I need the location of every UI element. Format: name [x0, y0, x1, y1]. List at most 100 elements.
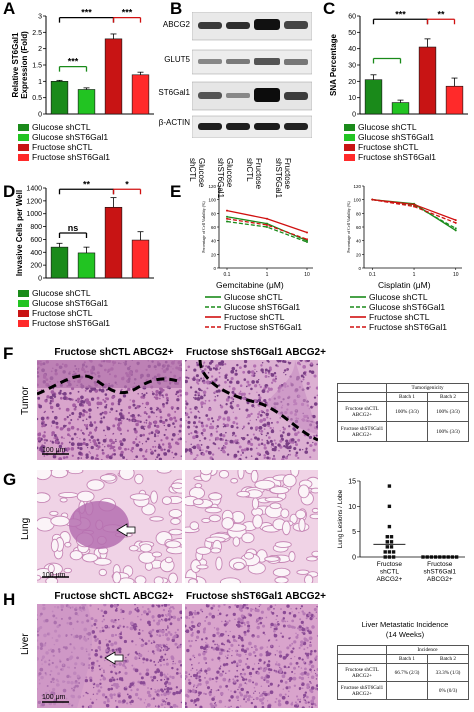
significance-label: *** — [81, 8, 92, 18]
tissue-nucleus — [51, 431, 55, 435]
tissue-nucleus — [255, 380, 259, 384]
tissue-nucleus — [310, 664, 315, 669]
tissue-nucleus — [217, 604, 221, 608]
tissue-nucleus — [226, 656, 229, 660]
tissue-nucleus — [161, 689, 164, 693]
tissue-nucleus — [53, 415, 58, 420]
tissue-nucleus — [196, 408, 198, 410]
tissue-nucleus — [63, 437, 65, 439]
tissue-nucleus — [49, 405, 52, 407]
tissue-nucleus — [232, 431, 236, 435]
tissue-nucleus — [275, 618, 277, 621]
tissue-nucleus — [111, 633, 115, 638]
tissue-nucleus — [82, 441, 86, 445]
tissue-nucleus — [309, 641, 312, 644]
tissue-nucleus — [80, 429, 83, 432]
tissue-nucleus — [244, 663, 248, 666]
tissue-nucleus — [153, 411, 155, 414]
tissue-nucleus — [202, 365, 205, 367]
tissue-nucleus — [188, 448, 192, 452]
tissue-nucleus — [253, 364, 257, 368]
tissue-nucleus — [162, 405, 165, 408]
tissue-alveolus — [69, 550, 83, 561]
tissue-nucleus — [122, 394, 127, 398]
tissue-nucleus — [132, 399, 136, 403]
tissue-alveolus — [288, 551, 296, 562]
tissue-nucleus — [153, 424, 157, 427]
significance-label: ns — [68, 223, 79, 233]
tissue-nucleus — [198, 682, 202, 686]
tissue-nucleus — [133, 623, 137, 627]
tissue-nucleus — [230, 643, 234, 647]
tissue-nucleus — [241, 644, 245, 648]
tissue-nucleus — [153, 434, 157, 438]
tissue-nucleus — [141, 629, 144, 632]
tissue-nucleus — [285, 686, 289, 690]
tissue-nucleus — [310, 690, 314, 694]
tissue-nucleus — [301, 626, 304, 629]
tissue-nucleus — [236, 675, 239, 678]
tissue-nucleus — [62, 396, 67, 400]
tissue-nucleus — [238, 392, 242, 395]
tissue-nucleus — [139, 618, 142, 621]
tissue-alveolus — [306, 556, 318, 562]
tissue-nucleus — [295, 632, 297, 634]
tissue-nucleus — [306, 656, 310, 659]
tissue-nucleus — [82, 695, 85, 697]
tissue-nucleus — [185, 448, 189, 452]
tissue-nucleus — [250, 387, 253, 391]
tissue-nucleus — [236, 665, 239, 668]
x-tick-label: 0.1 — [369, 272, 376, 278]
tissue-nucleus — [230, 396, 234, 400]
tissue-nucleus — [109, 438, 113, 443]
tissue-nucleus — [211, 697, 215, 701]
tissue-nucleus — [243, 672, 247, 676]
tissue-nucleus — [200, 638, 204, 641]
tissue-nucleus — [302, 624, 304, 626]
tissue-nucleus — [77, 458, 79, 460]
tissue-nucleus — [258, 616, 261, 620]
tissue-alveolus — [254, 479, 276, 490]
data-point — [371, 198, 374, 201]
panel-label-b: B — [170, 0, 183, 18]
panel-label-c: C — [323, 0, 336, 18]
tissue-nucleus — [113, 641, 118, 645]
tissue-nucleus — [258, 430, 261, 432]
tissue-nucleus — [308, 435, 313, 439]
data-point — [266, 222, 268, 225]
tissue-nucleus — [110, 454, 113, 457]
tissue-nucleus — [43, 455, 46, 457]
tissue-nucleus — [89, 452, 91, 454]
tissue-nucleus — [139, 637, 141, 640]
tissue-nucleus — [120, 450, 124, 455]
tissue-nucleus — [114, 608, 118, 612]
tissue-nucleus — [163, 452, 168, 456]
tissue-nucleus — [265, 412, 269, 417]
tissue-nucleus — [196, 454, 199, 457]
tissue-nucleus — [82, 409, 86, 413]
histology-liver-shctl — [37, 604, 182, 708]
tissue-nucleus — [269, 626, 272, 629]
tissue-nucleus — [220, 449, 222, 452]
tissue-nucleus — [306, 381, 310, 386]
tissue-nucleus — [185, 376, 188, 379]
tissue-nucleus — [145, 440, 148, 443]
tissue-nucleus — [282, 360, 285, 363]
tissue-nucleus — [222, 434, 226, 438]
tissue-nucleus — [103, 400, 107, 403]
tissue-nucleus — [266, 439, 269, 442]
tissue-nucleus — [212, 640, 215, 643]
y-tick-label: 100 — [353, 198, 361, 203]
tissue-nucleus — [316, 667, 318, 671]
tissue-nucleus — [164, 632, 169, 637]
y-tick-label: 1.5 — [32, 63, 42, 70]
tissue-nucleus — [164, 614, 167, 616]
tissue-nucleus — [46, 395, 50, 399]
x-category-label-line: ABCG2+ — [376, 576, 402, 583]
tissue-nucleus — [200, 668, 203, 670]
tissue-nucleus — [257, 398, 262, 402]
tissue-nucleus — [145, 412, 148, 415]
tissue-nucleus — [185, 671, 188, 675]
tissue-nucleus — [214, 367, 218, 371]
tissue-nucleus — [313, 607, 317, 612]
